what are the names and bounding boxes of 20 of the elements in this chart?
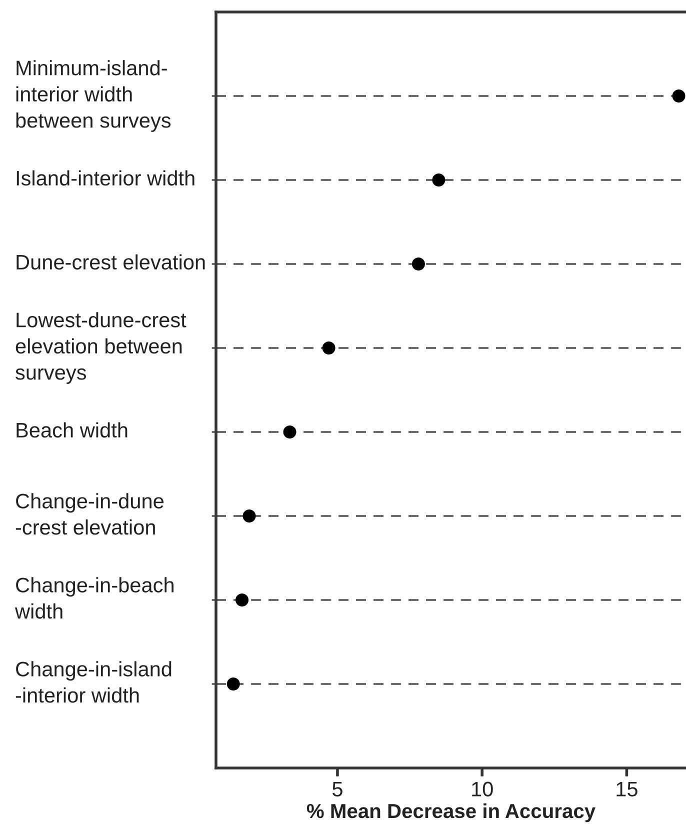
point xyxy=(412,257,425,271)
x-tick-label: 5 xyxy=(332,782,342,796)
point xyxy=(242,509,256,523)
y-tick-label: Change-in-island -interior width xyxy=(16,661,172,703)
y-tick-label: Minimum-island- interior width between surveys xyxy=(16,60,171,132)
x-axis-title: % Mean Decrease in Accuracy xyxy=(306,803,596,822)
y-tick-label: Lowest-dune-crest elevation between surveys xyxy=(16,312,186,384)
point xyxy=(226,677,240,691)
y-tick-label: Dune-crest elevation xyxy=(16,254,205,270)
point xyxy=(322,341,336,355)
y-tick-label: Beach width xyxy=(16,422,128,438)
y-tick-label: Change-in-dune -crest elevation xyxy=(16,493,164,535)
x-tick-label: 10 xyxy=(472,782,493,796)
point xyxy=(672,89,686,103)
y-tick-label: Island-interior width xyxy=(16,170,194,186)
x-tick-label: 15 xyxy=(616,782,638,796)
y-tick-label: Change-in-beach width xyxy=(14,577,174,619)
point xyxy=(283,425,296,439)
point xyxy=(236,593,249,607)
point xyxy=(432,173,446,187)
